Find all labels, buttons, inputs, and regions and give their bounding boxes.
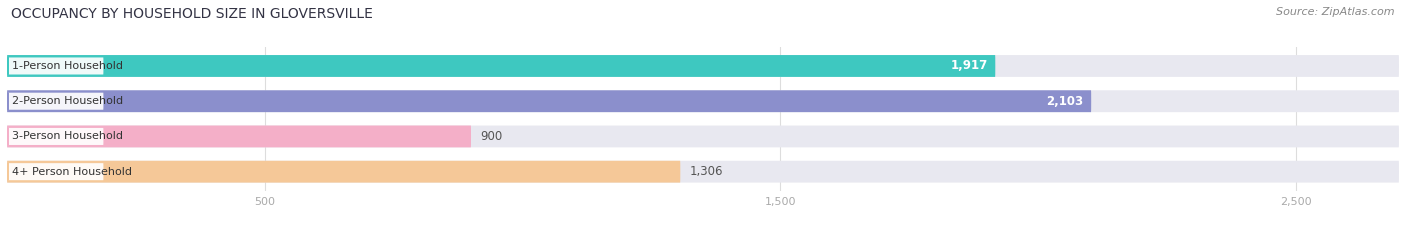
FancyBboxPatch shape	[7, 90, 1091, 112]
Text: 2,103: 2,103	[1046, 95, 1084, 108]
FancyBboxPatch shape	[7, 55, 1399, 77]
Text: 900: 900	[481, 130, 502, 143]
Text: 1-Person Household: 1-Person Household	[13, 61, 124, 71]
FancyBboxPatch shape	[7, 126, 1399, 147]
Text: 2-Person Household: 2-Person Household	[13, 96, 124, 106]
Text: 1,917: 1,917	[950, 59, 987, 72]
Text: 4+ Person Household: 4+ Person Household	[13, 167, 132, 177]
Text: 1,306: 1,306	[689, 165, 723, 178]
FancyBboxPatch shape	[7, 161, 681, 183]
FancyBboxPatch shape	[7, 90, 1399, 112]
FancyBboxPatch shape	[8, 163, 104, 180]
Text: Source: ZipAtlas.com: Source: ZipAtlas.com	[1277, 7, 1395, 17]
Text: OCCUPANCY BY HOUSEHOLD SIZE IN GLOVERSVILLE: OCCUPANCY BY HOUSEHOLD SIZE IN GLOVERSVI…	[11, 7, 373, 21]
FancyBboxPatch shape	[7, 55, 995, 77]
FancyBboxPatch shape	[7, 126, 471, 147]
FancyBboxPatch shape	[8, 58, 104, 75]
FancyBboxPatch shape	[7, 161, 1399, 183]
FancyBboxPatch shape	[8, 93, 104, 110]
FancyBboxPatch shape	[8, 128, 104, 145]
Text: 3-Person Household: 3-Person Household	[13, 131, 124, 141]
